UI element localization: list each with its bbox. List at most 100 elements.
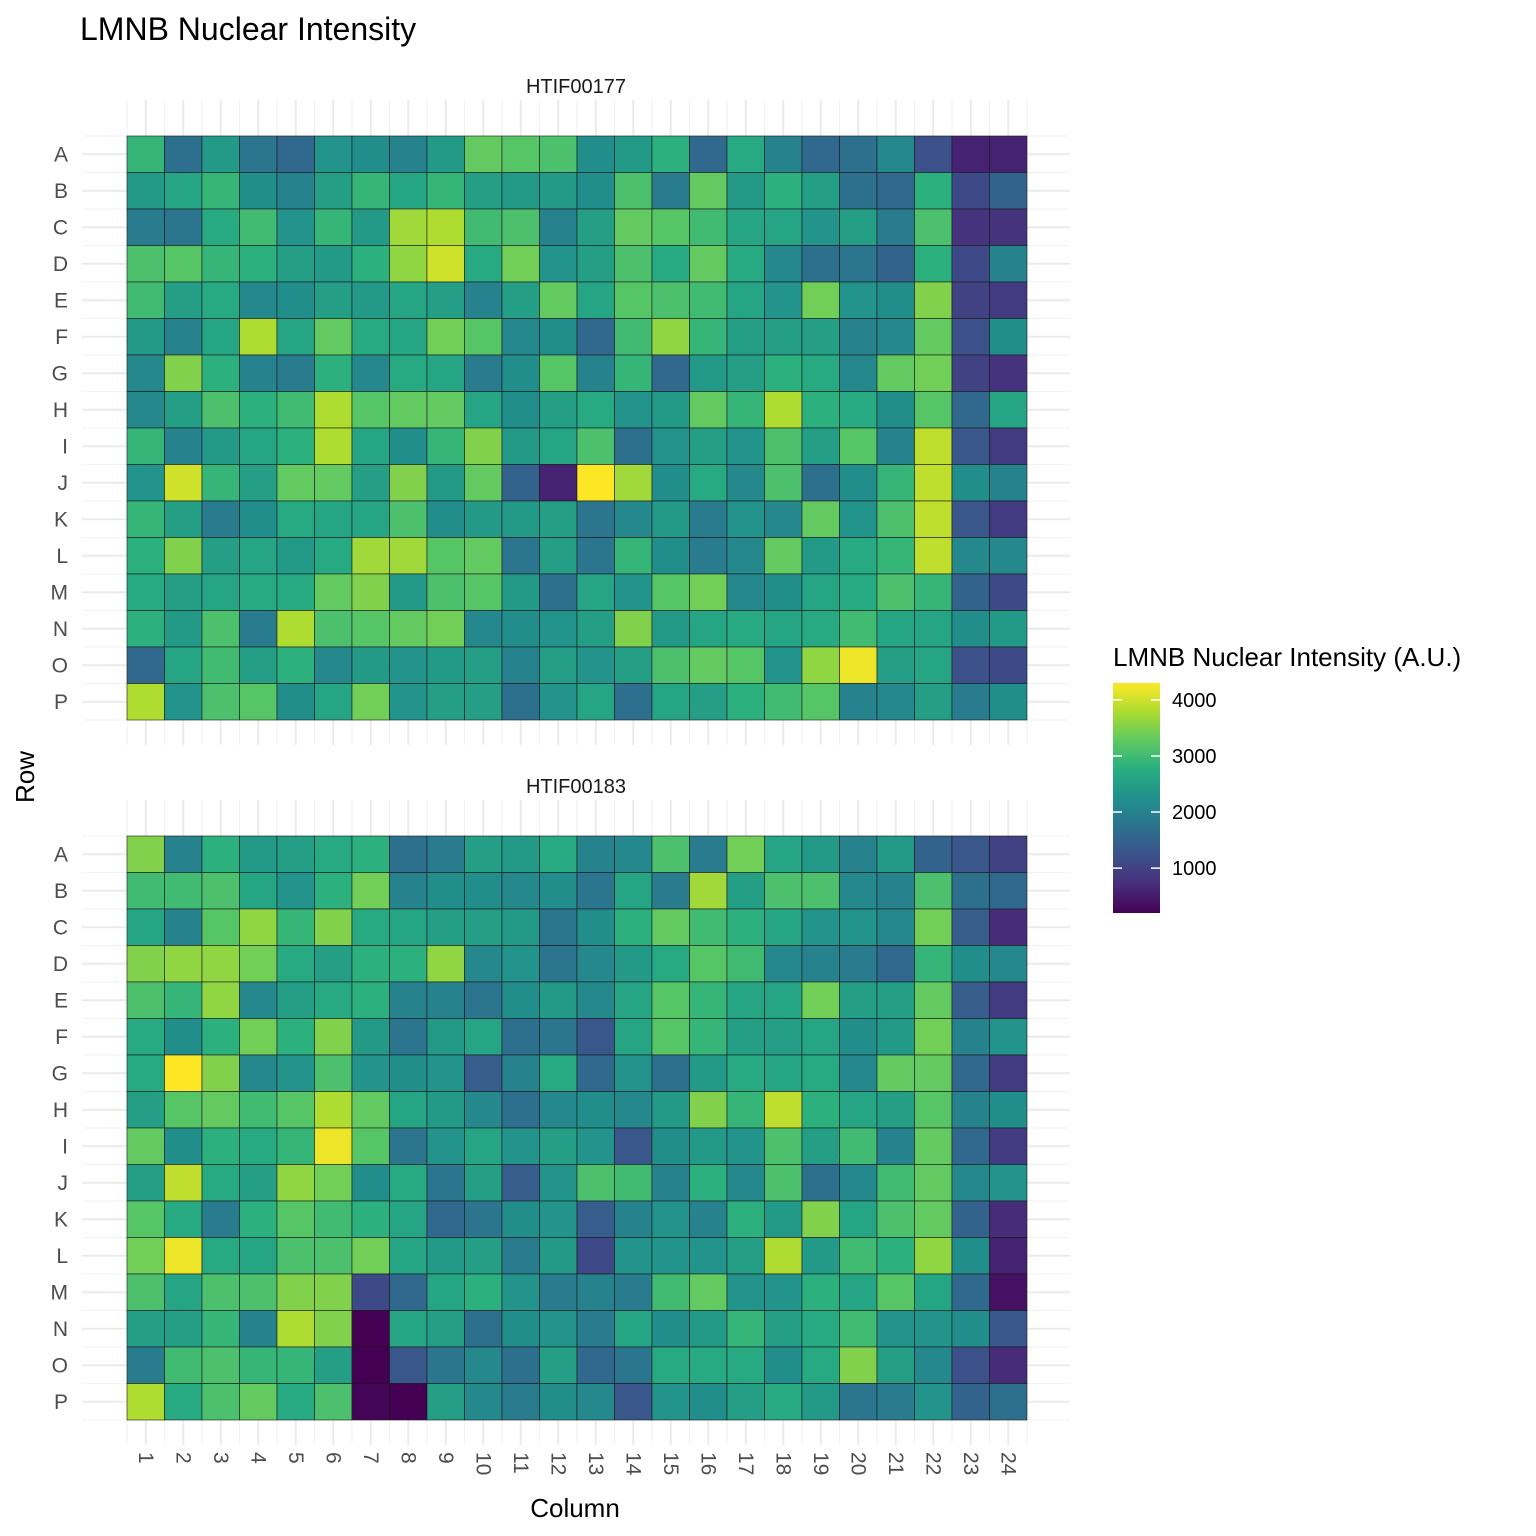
heatmap-cell-A4: [239, 835, 278, 873]
heatmap-cell-F8: [389, 318, 428, 356]
heatmap-cell-A17: [726, 835, 765, 873]
heatmap-cell-L1: [126, 1237, 165, 1275]
heatmap-cell-D14: [614, 245, 653, 283]
x-tick-label: 15: [659, 1452, 682, 1475]
heatmap-cell-G3: [201, 1054, 240, 1092]
heatmap-cell-F3: [201, 1018, 240, 1056]
heatmap-cell-F13: [576, 1018, 615, 1056]
heatmap-cell-P14: [614, 1383, 653, 1421]
heatmap-cell-N1: [126, 1310, 165, 1348]
heatmap-cell-J12: [539, 464, 578, 502]
heatmap-cell-K15: [651, 1200, 690, 1238]
heatmap-cell-P11: [501, 1383, 540, 1421]
heatmap-cell-O3: [201, 1346, 240, 1384]
y-tick-label: J: [58, 472, 69, 495]
heatmap-cell-C17: [726, 908, 765, 946]
heatmap-cell-C19: [801, 908, 840, 946]
heatmap-cell-J2: [164, 1164, 203, 1202]
heatmap-cell-H7: [351, 391, 390, 429]
heatmap-cell-L18: [764, 1237, 803, 1275]
heatmap-cell-F10: [464, 318, 503, 356]
heatmap-cell-I21: [876, 1127, 915, 1165]
heatmap-cell-B21: [876, 872, 915, 910]
heatmap-cell-O15: [651, 646, 690, 684]
heatmap-cell-G12: [539, 354, 578, 392]
heatmap-cell-A4: [239, 135, 278, 173]
heatmap-cell-C18: [764, 908, 803, 946]
heatmap-cell-J4: [239, 464, 278, 502]
heatmap-cell-F13: [576, 318, 615, 356]
heatmap-cell-E20: [839, 281, 878, 319]
y-tick-label: C: [53, 916, 68, 939]
heatmap-cell-C14: [614, 908, 653, 946]
x-tick-label: 13: [584, 1452, 607, 1475]
heatmap-cell-F2: [164, 318, 203, 356]
heatmap-cell-D12: [539, 945, 578, 983]
heatmap-cell-A1: [126, 835, 165, 873]
heatmap-cell-P24: [989, 683, 1028, 721]
heatmap-cell-H17: [726, 391, 765, 429]
heatmap-cell-M19: [801, 573, 840, 611]
x-tick-label: 22: [921, 1452, 944, 1475]
heatmap-cell-D10: [464, 945, 503, 983]
heatmap-cell-I15: [651, 1127, 690, 1165]
heatmap-cell-N19: [801, 1310, 840, 1348]
heatmap-cell-M20: [839, 1273, 878, 1311]
heatmap-cell-H9: [426, 1091, 465, 1129]
y-tick-label: F: [55, 1026, 68, 1049]
heatmap-cell-M18: [764, 1273, 803, 1311]
x-tick-label: 9: [434, 1452, 457, 1464]
heatmap-cell-D4: [239, 945, 278, 983]
heatmap-cell-A11: [501, 835, 540, 873]
heatmap-cell-J9: [426, 1164, 465, 1202]
heatmap-cell-B14: [614, 172, 653, 210]
heatmap-cell-E8: [389, 981, 428, 1019]
heatmap-cell-H9: [426, 391, 465, 429]
heatmap-cell-J9: [426, 464, 465, 502]
heatmap-cell-A6: [314, 135, 353, 173]
heatmap-cell-J16: [689, 1164, 728, 1202]
heatmap-cell-I23: [951, 1127, 990, 1165]
heatmap-cell-M1: [126, 1273, 165, 1311]
legend-tick-label: 2000: [1172, 802, 1217, 824]
heatmap-cell-G2: [164, 1054, 203, 1092]
heatmap-cell-D9: [426, 945, 465, 983]
heatmap-cell-I15: [651, 427, 690, 465]
heatmap-cell-G3: [201, 354, 240, 392]
heatmap-cell-M19: [801, 1273, 840, 1311]
heatmap-cell-K23: [951, 500, 990, 538]
heatmap-cell-B18: [764, 172, 803, 210]
heatmap-cell-P13: [576, 683, 615, 721]
heatmap-cell-G4: [239, 354, 278, 392]
heatmap-cell-F17: [726, 1018, 765, 1056]
heatmap-cell-L2: [164, 537, 203, 575]
heatmap-cell-G4: [239, 1054, 278, 1092]
heatmap-cell-L17: [726, 537, 765, 575]
heatmap-cell-K22: [914, 500, 953, 538]
heatmap-cell-E16: [689, 981, 728, 1019]
x-tick-label: 4: [246, 1452, 269, 1464]
heatmap-cell-F6: [314, 318, 353, 356]
heatmap-cell-C12: [539, 208, 578, 246]
heatmap-cell-K21: [876, 500, 915, 538]
heatmap-cell-M12: [539, 573, 578, 611]
heatmap-cell-P4: [239, 1383, 278, 1421]
heatmap-cell-N9: [426, 610, 465, 648]
heatmap-cell-A14: [614, 835, 653, 873]
heatmap-cell-C23: [951, 208, 990, 246]
heatmap-cell-L6: [314, 1237, 353, 1275]
heatmap-cell-P22: [914, 1383, 953, 1421]
heatmap-cell-F2: [164, 1018, 203, 1056]
heatmap-cell-K16: [689, 1200, 728, 1238]
heatmap-cell-E13: [576, 281, 615, 319]
heatmap-cell-B7: [351, 172, 390, 210]
heatmap-cell-P15: [651, 683, 690, 721]
heatmap-cell-F4: [239, 1018, 278, 1056]
heatmap-cell-F10: [464, 1018, 503, 1056]
heatmap-cell-N16: [689, 1310, 728, 1348]
heatmap-cell-H1: [126, 1091, 165, 1129]
y-tick-label: D: [53, 253, 68, 276]
heatmap-cell-H8: [389, 1091, 428, 1129]
heatmap-cell-O20: [839, 646, 878, 684]
heatmap-cells: [126, 835, 1028, 1421]
